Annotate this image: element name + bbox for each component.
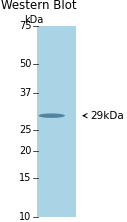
Text: Western Blot: Western Blot: [1, 0, 77, 12]
FancyBboxPatch shape: [37, 26, 76, 217]
Text: 10: 10: [19, 212, 31, 222]
Text: 15: 15: [19, 173, 31, 183]
Text: 37: 37: [19, 87, 31, 97]
Text: 75: 75: [19, 20, 31, 30]
Text: 20: 20: [19, 146, 31, 156]
Text: 25: 25: [19, 125, 31, 135]
Text: 50: 50: [19, 59, 31, 69]
Ellipse shape: [38, 113, 65, 118]
Text: kDa: kDa: [24, 14, 43, 24]
Text: 29kDa: 29kDa: [83, 111, 124, 121]
